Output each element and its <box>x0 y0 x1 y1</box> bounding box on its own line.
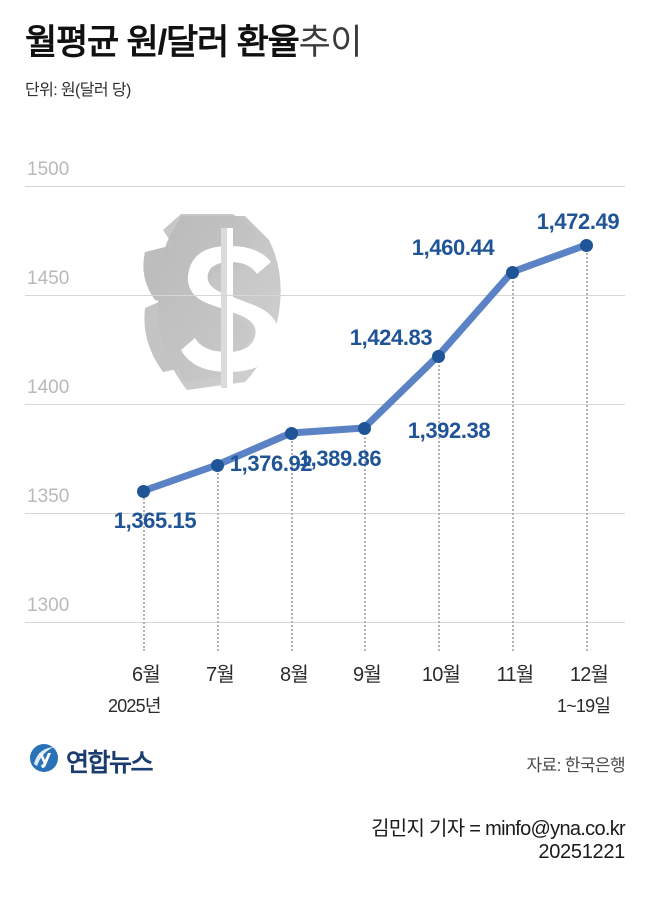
dollar-sign-3d-icon <box>133 212 311 402</box>
x-axis-note-range: 1~19일 <box>557 696 611 716</box>
y-axis-tick-1500: 1500 <box>27 159 70 180</box>
dropline-7월 <box>217 465 219 651</box>
page-title: 월평균 원/달러 환율추이 <box>25 22 625 64</box>
value-label-10월: 1,424.83 <box>349 325 433 350</box>
chart-unit-subtitle: 단위: 원(달러 당) <box>25 82 131 99</box>
dropline-10월 <box>438 356 440 651</box>
x-axis-label-7월: 7월 <box>206 664 235 686</box>
value-label-11월: 1,460.44 <box>411 235 495 260</box>
data-point-7월 <box>210 458 224 472</box>
data-point-10월 <box>431 349 445 363</box>
x-axis-label-8월: 8월 <box>280 664 309 686</box>
data-point-6월 <box>136 484 150 498</box>
gridline-1350 <box>25 513 625 514</box>
dropline-9월 <box>364 428 366 651</box>
x-axis-label-10월: 10월 <box>421 664 461 686</box>
x-axis-label-11월: 11월 <box>496 664 535 686</box>
yonhap-swoosh-icon <box>28 742 60 779</box>
data-point-12월 <box>579 238 593 252</box>
yonhap-logo: 연합뉴스 <box>28 742 154 779</box>
publication-date: 20251221 <box>538 841 625 863</box>
dropline-6월 <box>143 491 145 651</box>
data-point-8월 <box>284 426 298 440</box>
value-label-8월: 1,389.86 <box>298 446 382 471</box>
y-axis-tick-1450: 1450 <box>27 268 70 289</box>
value-label-6월: 1,365.15 <box>113 508 197 533</box>
gridline-1300 <box>25 622 625 623</box>
value-label-7월: 1,376.92 <box>229 451 313 476</box>
page-title-strong: 월평균 원/달러 환율 <box>25 23 300 62</box>
x-axis-note-year: 2025년 <box>108 696 161 716</box>
dropline-12월 <box>586 245 588 651</box>
data-point-9월 <box>357 421 371 435</box>
gridline-1400 <box>25 404 625 405</box>
dropline-11월 <box>512 272 514 651</box>
gridline-1500 <box>25 186 625 187</box>
yonhap-logo-text: 연합뉴스 <box>66 748 154 777</box>
page-title-light: 추이 <box>298 23 363 62</box>
data-point-11월 <box>505 265 519 279</box>
y-axis-tick-1400: 1400 <box>27 377 70 398</box>
chart-header: 월평균 원/달러 환율추이 단위: 원(달러 당) <box>25 22 625 100</box>
value-label-9월: 1,392.38 <box>407 418 491 443</box>
x-axis-label-6월: 6월 <box>132 664 161 686</box>
y-axis-tick-1300: 1300 <box>27 595 70 616</box>
x-axis-label-9월: 9월 <box>353 664 382 686</box>
y-axis-tick-1350: 1350 <box>27 486 70 507</box>
x-axis-label-12월: 12월 <box>569 664 609 686</box>
byline-reporter: 김민지 기자 = minfo@yna.co.kr <box>371 818 626 840</box>
gridline-1450 <box>25 295 625 296</box>
source-credit: 자료: 한국은행 <box>526 756 626 775</box>
dropline-8월 <box>291 433 293 651</box>
value-label-12월: 1,472.49 <box>536 209 620 234</box>
